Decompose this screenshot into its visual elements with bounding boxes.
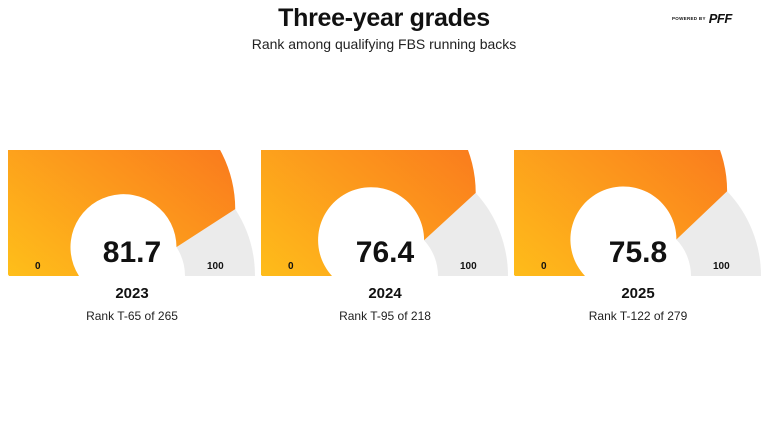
gauge-min-label: 0 bbox=[288, 261, 294, 272]
gauge-track bbox=[424, 192, 508, 276]
gauge-fill bbox=[261, 150, 476, 276]
gauge-min-label: 0 bbox=[541, 261, 547, 272]
gauge-track bbox=[176, 209, 255, 276]
gauge-rank: Rank T-95 of 218 bbox=[339, 309, 431, 323]
brand-powered-by: POWERED BY bbox=[672, 15, 706, 21]
gauge-max-label: 100 bbox=[207, 261, 224, 272]
gauge-svg bbox=[8, 150, 255, 276]
gauge-value: 81.7 bbox=[102, 236, 162, 269]
pff-logo: PFF bbox=[708, 10, 733, 26]
brand-logo: POWERED BY PFF bbox=[672, 10, 733, 26]
page-title: Three-year grades bbox=[278, 4, 490, 32]
gauge-min-label: 0 bbox=[35, 261, 41, 272]
gauge-max-label: 100 bbox=[460, 261, 477, 272]
gauge-year: 2025 bbox=[621, 285, 655, 302]
gauge-rank: Rank T-122 of 279 bbox=[588, 309, 688, 323]
gauge-value: 75.8 bbox=[608, 236, 668, 269]
gauge-2024: 76.4 0 100 2024 Rank T-95 of 218 bbox=[261, 150, 509, 330]
page-subtitle: Rank among qualifying FBS running backs bbox=[251, 36, 517, 52]
gauge-svg bbox=[261, 150, 508, 276]
gauge-value: 76.4 bbox=[355, 236, 415, 269]
gauge-svg bbox=[514, 150, 761, 276]
gauge-rank: Rank T-65 of 265 bbox=[86, 309, 178, 323]
gauge-fill bbox=[514, 150, 728, 276]
gauge-year: 2023 bbox=[115, 285, 149, 302]
gauge-track bbox=[676, 191, 761, 276]
gauge-2023: 81.7 0 100 2023 Rank T-65 of 265 bbox=[8, 150, 256, 330]
gauge-year: 2024 bbox=[368, 285, 402, 302]
gauge-max-label: 100 bbox=[713, 261, 730, 272]
gauge-2025: 75.8 0 100 2025 Rank T-122 of 279 bbox=[514, 150, 762, 330]
gauge-fill bbox=[8, 150, 236, 276]
